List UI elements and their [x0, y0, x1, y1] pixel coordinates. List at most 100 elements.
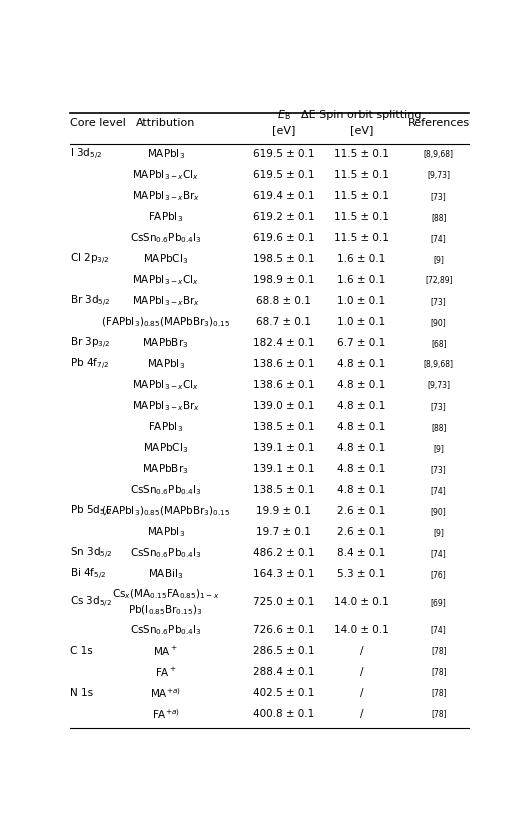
Text: 8.4 ± 0.1: 8.4 ± 0.1: [337, 548, 386, 558]
Text: I 3d$_{5/2}$: I 3d$_{5/2}$: [70, 146, 102, 162]
Text: 288.4 ± 0.1: 288.4 ± 0.1: [253, 667, 315, 677]
Text: /: /: [360, 667, 363, 677]
Text: [78]: [78]: [431, 667, 447, 676]
Text: 619.4 ± 0.1: 619.4 ± 0.1: [253, 191, 315, 201]
Text: [72,89]: [72,89]: [425, 276, 452, 284]
Text: 4.8 ± 0.1: 4.8 ± 0.1: [337, 465, 386, 475]
Text: 4.8 ± 0.1: 4.8 ± 0.1: [337, 360, 386, 370]
Text: [88]: [88]: [431, 423, 447, 432]
Text: 2.6 ± 0.1: 2.6 ± 0.1: [337, 528, 386, 538]
Text: Pb(I$_{0.85}$Br$_{0.15}$)$_3$: Pb(I$_{0.85}$Br$_{0.15}$)$_3$: [128, 603, 203, 617]
Text: MAPbI$_3$: MAPbI$_3$: [147, 147, 185, 161]
Text: 486.2 ± 0.1: 486.2 ± 0.1: [253, 548, 315, 558]
Text: 68.7 ± 0.1: 68.7 ± 0.1: [256, 318, 311, 327]
Text: 2.6 ± 0.1: 2.6 ± 0.1: [337, 506, 386, 516]
Text: [9,73]: [9,73]: [427, 381, 450, 390]
Text: MABiI$_3$: MABiI$_3$: [148, 567, 183, 581]
Text: Sn 3d$_{5/2}$: Sn 3d$_{5/2}$: [70, 546, 112, 561]
Text: CsSn$_{0.6}$Pb$_{0.4}$I$_3$: CsSn$_{0.6}$Pb$_{0.4}$I$_3$: [130, 484, 201, 497]
Text: 138.5 ± 0.1: 138.5 ± 0.1: [253, 423, 315, 433]
Text: 11.5 ± 0.1: 11.5 ± 0.1: [334, 233, 389, 243]
Text: CsSn$_{0.6}$Pb$_{0.4}$I$_3$: CsSn$_{0.6}$Pb$_{0.4}$I$_3$: [130, 232, 201, 246]
Text: 19.9 ± 0.1: 19.9 ± 0.1: [256, 506, 311, 516]
Text: FA$^{+ a)}$: FA$^{+ a)}$: [151, 707, 179, 721]
Text: [74]: [74]: [431, 486, 447, 495]
Text: /: /: [360, 709, 363, 719]
Text: Attribution: Attribution: [136, 117, 195, 128]
Text: FAPbI$_3$: FAPbI$_3$: [148, 420, 183, 434]
Text: 11.5 ± 0.1: 11.5 ± 0.1: [334, 150, 389, 160]
Text: MAPbCl$_3$: MAPbCl$_3$: [143, 442, 188, 456]
Text: [8,9,68]: [8,9,68]: [424, 360, 454, 369]
Text: 6.7 ± 0.1: 6.7 ± 0.1: [337, 338, 386, 348]
Text: Cl 2p$_{3/2}$: Cl 2p$_{3/2}$: [70, 251, 109, 267]
Text: MA$^{+ a)}$: MA$^{+ a)}$: [150, 686, 181, 700]
Text: 4.8 ± 0.1: 4.8 ± 0.1: [337, 401, 386, 411]
Text: 619.6 ± 0.1: 619.6 ± 0.1: [253, 233, 315, 243]
Text: 619.5 ± 0.1: 619.5 ± 0.1: [253, 170, 315, 180]
Text: 400.8 ± 0.1: 400.8 ± 0.1: [253, 709, 315, 719]
Text: MAPbI$_{3-x}$Cl$_x$: MAPbI$_{3-x}$Cl$_x$: [132, 274, 199, 287]
Text: 198.9 ± 0.1: 198.9 ± 0.1: [253, 275, 315, 285]
Text: MA$^+$: MA$^+$: [153, 644, 178, 657]
Text: Cs$_x$(MA$_{0.15}$FA$_{0.85}$)$_{1-x}$: Cs$_x$(MA$_{0.15}$FA$_{0.85}$)$_{1-x}$: [112, 588, 219, 601]
Text: [74]: [74]: [431, 625, 447, 634]
Text: 1.6 ± 0.1: 1.6 ± 0.1: [337, 275, 386, 285]
Text: 619.5 ± 0.1: 619.5 ± 0.1: [253, 150, 315, 160]
Text: MAPbI$_{3-x}$Br$_x$: MAPbI$_{3-x}$Br$_x$: [132, 399, 200, 414]
Text: 139.0 ± 0.1: 139.0 ± 0.1: [253, 401, 315, 411]
Text: 1.0 ± 0.1: 1.0 ± 0.1: [337, 296, 386, 306]
Text: 1.0 ± 0.1: 1.0 ± 0.1: [337, 318, 386, 327]
Text: MAPbI$_{3-x}$Br$_x$: MAPbI$_{3-x}$Br$_x$: [132, 294, 200, 308]
Text: CsSn$_{0.6}$Pb$_{0.4}$I$_3$: CsSn$_{0.6}$Pb$_{0.4}$I$_3$: [130, 547, 201, 560]
Text: [73]: [73]: [431, 192, 447, 201]
Text: MAPbI$_{3-x}$Cl$_x$: MAPbI$_{3-x}$Cl$_x$: [132, 379, 199, 392]
Text: 14.0 ± 0.1: 14.0 ± 0.1: [334, 597, 389, 607]
Text: [73]: [73]: [431, 297, 447, 306]
Text: (FAPbI$_3$)$_{0.85}$(MAPbBr$_3$)$_{0.15}$: (FAPbI$_3$)$_{0.85}$(MAPbBr$_3$)$_{0.15}…: [101, 504, 230, 519]
Text: ΔE Spin orbit splitting: ΔE Spin orbit splitting: [301, 110, 421, 120]
Text: N 1s: N 1s: [70, 688, 93, 698]
Text: 139.1 ± 0.1: 139.1 ± 0.1: [253, 465, 315, 475]
Text: 4.8 ± 0.1: 4.8 ± 0.1: [337, 485, 386, 495]
Text: [78]: [78]: [431, 689, 447, 697]
Text: [eV]: [eV]: [272, 126, 296, 136]
Text: [76]: [76]: [431, 570, 447, 579]
Text: 11.5 ± 0.1: 11.5 ± 0.1: [334, 170, 389, 180]
Text: [69]: [69]: [431, 598, 447, 607]
Text: (FAPbI$_3$)$_{0.85}$(MAPbBr$_3$)$_{0.15}$: (FAPbI$_3$)$_{0.85}$(MAPbBr$_3$)$_{0.15}…: [101, 316, 230, 329]
Text: [9]: [9]: [433, 528, 444, 537]
Text: 182.4 ± 0.1: 182.4 ± 0.1: [253, 338, 315, 348]
Text: 286.5 ± 0.1: 286.5 ± 0.1: [253, 646, 315, 656]
Text: 11.5 ± 0.1: 11.5 ± 0.1: [334, 191, 389, 201]
Text: Br 3p$_{3/2}$: Br 3p$_{3/2}$: [70, 336, 110, 351]
Text: [78]: [78]: [431, 647, 447, 656]
Text: 68.8 ± 0.1: 68.8 ± 0.1: [256, 296, 311, 306]
Text: MAPbI$_3$: MAPbI$_3$: [147, 525, 185, 539]
Text: C 1s: C 1s: [70, 646, 93, 656]
Text: Core level: Core level: [70, 117, 126, 128]
Text: [90]: [90]: [431, 318, 447, 327]
Text: [74]: [74]: [431, 234, 447, 243]
Text: FA$^+$: FA$^+$: [155, 666, 177, 679]
Text: 4.8 ± 0.1: 4.8 ± 0.1: [337, 443, 386, 453]
Text: 725.0 ± 0.1: 725.0 ± 0.1: [253, 597, 315, 607]
Text: [8,9,68]: [8,9,68]: [424, 150, 454, 159]
Text: 139.1 ± 0.1: 139.1 ± 0.1: [253, 443, 315, 453]
Text: 138.5 ± 0.1: 138.5 ± 0.1: [253, 485, 315, 495]
Text: Br 3d$_{5/2}$: Br 3d$_{5/2}$: [70, 294, 110, 309]
Text: [9,73]: [9,73]: [427, 171, 450, 179]
Text: 138.6 ± 0.1: 138.6 ± 0.1: [253, 360, 315, 370]
Text: 5.3 ± 0.1: 5.3 ± 0.1: [337, 570, 386, 580]
Text: 726.6 ± 0.1: 726.6 ± 0.1: [253, 625, 315, 635]
Text: MAPbI$_3$: MAPbI$_3$: [147, 357, 185, 371]
Text: 138.6 ± 0.1: 138.6 ± 0.1: [253, 380, 315, 390]
Text: [90]: [90]: [431, 507, 447, 516]
Text: 11.5 ± 0.1: 11.5 ± 0.1: [334, 213, 389, 222]
Text: 198.5 ± 0.1: 198.5 ± 0.1: [253, 255, 315, 265]
Text: 4.8 ± 0.1: 4.8 ± 0.1: [337, 380, 386, 390]
Text: [eV]: [eV]: [350, 126, 373, 136]
Text: 402.5 ± 0.1: 402.5 ± 0.1: [253, 688, 315, 698]
Text: 619.2 ± 0.1: 619.2 ± 0.1: [253, 213, 315, 222]
Text: 4.8 ± 0.1: 4.8 ± 0.1: [337, 423, 386, 433]
